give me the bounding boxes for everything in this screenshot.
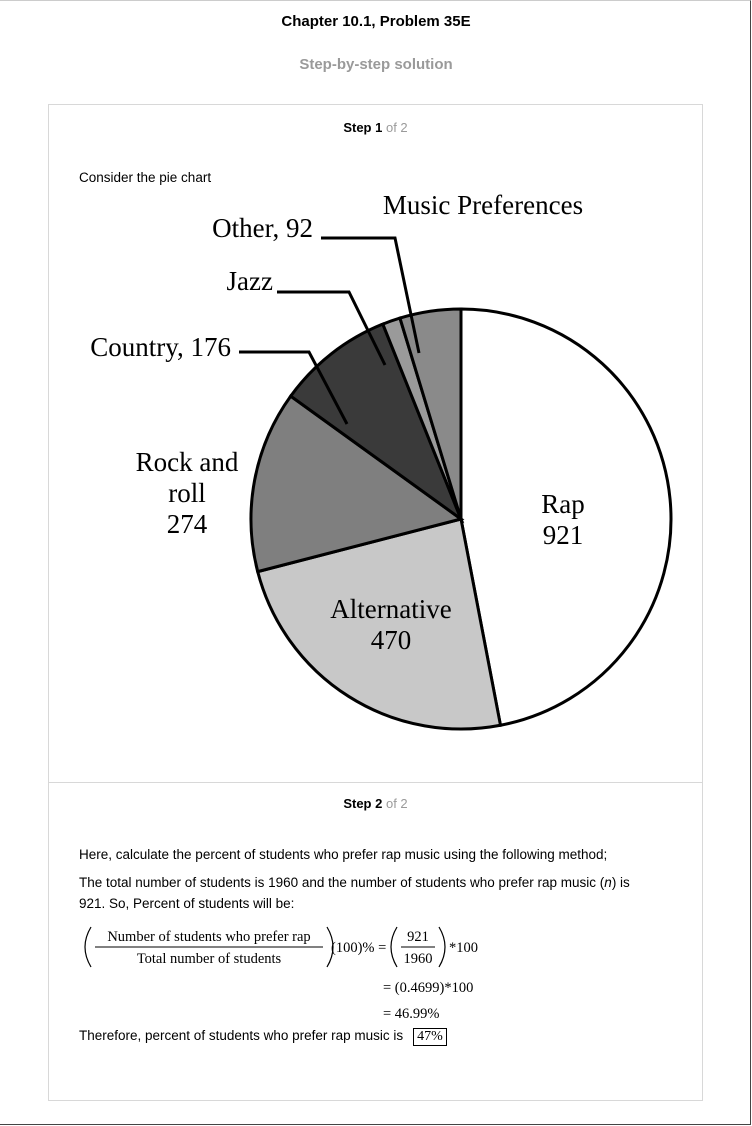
paren-left [84,926,92,968]
step-1-intro: Consider the pie chart [79,170,212,185]
chart-title: Music Preferences [383,193,583,220]
pie-slice-rap [459,307,673,728]
page-subtitle: Step-by-step solution [299,56,453,73]
step-1-label: Step 1 [343,120,383,135]
leader-line-other [321,236,421,354]
fraction-numerator: Number of students who prefer rap [107,929,310,945]
slice-label-other: Other, 92 [212,213,313,243]
step-1-count: of 2 [385,120,408,135]
multiplier-text: (100)% = [331,940,386,956]
slice-label-country: Country, 176 [90,332,231,362]
pie-slice-rock-and-roll [249,394,465,574]
solution-card: Step 1 of 2 Consider the pie chart Rap 92… [48,104,703,1101]
pie-slice-alternative [255,517,503,731]
step-2-count: of 2 [385,796,408,811]
pie-leaders [239,236,421,425]
paren-right-2 [438,926,446,968]
leader-line-jazz [277,290,387,366]
formula-row-2: = (0.4699)*100 [383,980,473,996]
fraction-denominator: Total number of students [137,951,282,967]
formula-row-3: = 46.99% [383,1006,440,1022]
paren-right [326,926,334,968]
slice-label-rap: Rap 921 [541,489,585,550]
step-1-header: Step 1 of 2 [49,120,702,135]
slice-label-jazz: Jazz [227,266,273,296]
variable-n: n [604,875,612,890]
step-2-label: Step 2 [343,796,383,811]
page-title: Chapter 10.1, Problem 35E [281,13,471,30]
conclusion-text: Therefore, percent of students who prefe… [79,1028,404,1043]
slice-label-rock-and-roll: Rock and roll 274 [136,447,239,539]
pie-slices [249,307,673,731]
slice-label-alternative: Alternative 470 [330,594,451,655]
step-2-line-2-a: The total number of students is 1960 and… [79,875,605,890]
leader-line-country [239,350,349,425]
fraction2-numerator: 921 [407,929,429,945]
step-divider [49,782,702,783]
step-2-line-3: 921. So, Percent of students will be: [79,896,295,911]
pie-slice-other [398,307,463,520]
pie-chart: Rap 921 Alternative 470 Rock and roll 274 Count… [90,193,673,731]
step-2-line-2-b: ) is [611,875,630,890]
percent-formula: Number of students who prefer rap Total … [84,926,478,1022]
step-2-line-2: The total number of students is 1960 and… [79,872,679,893]
fraction2-denominator: 1960 [404,951,433,967]
paren-left-2 [390,926,398,968]
pie-slice-country [288,322,465,524]
answer-box: 47% [413,1028,447,1046]
times-100: *100 [449,940,478,956]
step-2-line-1: Here, calculate the percent of students … [79,847,608,862]
step-2-header: Step 2 of 2 [49,796,702,811]
conclusion-line: Therefore, percent of students who prefe… [79,1025,447,1046]
pie-labels: Rap 921 Alternative 470 Rock and roll 274 Count… [90,213,585,655]
